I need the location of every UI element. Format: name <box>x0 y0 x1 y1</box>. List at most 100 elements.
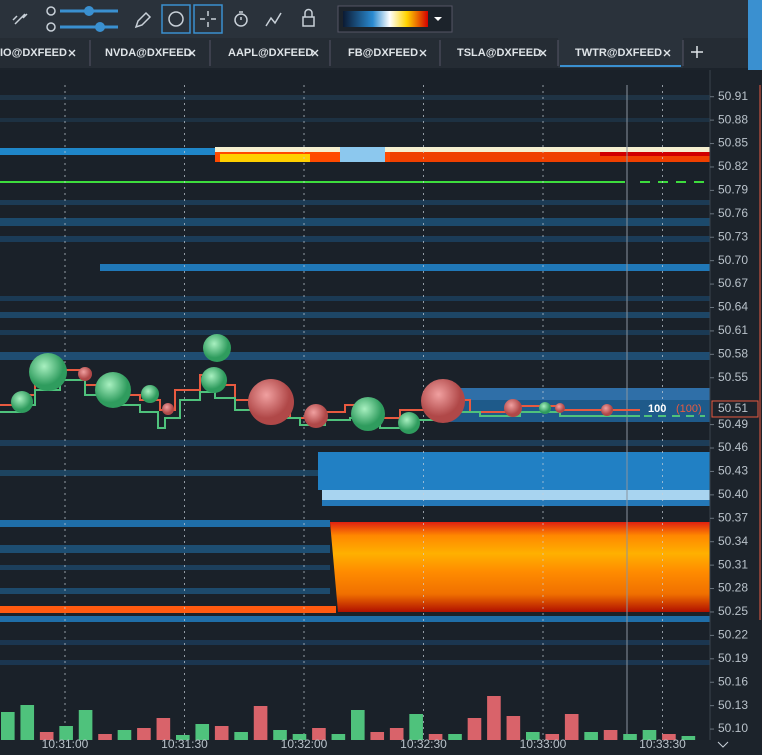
price-label: 50.22 <box>718 628 748 642</box>
tab-close[interactable] <box>663 49 671 57</box>
tab-close[interactable] <box>68 49 76 57</box>
price-label: 50.28 <box>718 581 748 595</box>
volume-bar <box>273 730 287 740</box>
volume-bar <box>1 712 15 740</box>
price-label: 50.40 <box>718 487 748 501</box>
time-label: 10:31:30 <box>161 737 208 750</box>
volume-bar <box>428 734 443 740</box>
lock-icon[interactable] <box>302 16 315 27</box>
order-book-heatmap <box>0 95 710 665</box>
time-label: 10:32:30 <box>400 737 447 750</box>
tab-close[interactable] <box>539 49 547 57</box>
time-axis <box>0 740 762 750</box>
tab-close[interactable] <box>311 49 319 57</box>
volume-bar <box>176 735 190 740</box>
current-price-box <box>711 400 759 418</box>
price-label: 50.61 <box>718 323 748 337</box>
price-label: 50.10 <box>718 721 748 735</box>
volume-bar <box>623 734 637 740</box>
pencil-icon[interactable] <box>134 11 152 29</box>
price-label: 50.85 <box>718 136 748 150</box>
dropdown-arrow <box>434 17 442 21</box>
link-icon[interactable] <box>12 13 28 25</box>
tab-close[interactable] <box>419 49 427 57</box>
volume-bar <box>20 705 35 740</box>
brightness-icon <box>46 6 56 16</box>
volume-bar <box>467 718 482 740</box>
volume-bar <box>78 710 93 740</box>
volume-bar <box>662 734 676 740</box>
time-label: 10:32:00 <box>281 737 328 750</box>
volume-bar <box>234 732 248 740</box>
volume-bar <box>681 736 696 740</box>
price-label: 50.73 <box>718 229 748 243</box>
tab-label[interactable]: TWTR@DXFEED <box>575 47 662 59</box>
tab-close[interactable] <box>188 49 196 57</box>
crosshair-button[interactable] <box>193 4 223 34</box>
price-label: 50.34 <box>718 534 748 548</box>
price-label: 50.16 <box>718 674 748 688</box>
volume-bar <box>351 710 365 740</box>
contrast-icon <box>46 22 56 32</box>
collapse-button[interactable] <box>717 741 729 748</box>
price-label: 50.79 <box>718 183 748 197</box>
chart-icon[interactable] <box>265 12 282 27</box>
volume-bar <box>292 734 307 740</box>
volume-bar <box>584 732 598 740</box>
volume-bar <box>389 728 404 740</box>
price-label: 50.82 <box>718 159 748 173</box>
volume-bar <box>98 734 112 740</box>
volume-bar <box>370 732 385 740</box>
last-trade-total: (100) <box>676 403 702 415</box>
price-label: 50.64 <box>718 300 748 314</box>
time-label: 10:33:30 <box>639 737 686 750</box>
tab-label[interactable]: TSLA@DXFEED <box>457 47 541 59</box>
price-label: 50.91 <box>718 89 748 103</box>
trade-bubbles <box>11 334 613 434</box>
volume-bar <box>137 728 151 740</box>
volume-bar <box>564 714 579 740</box>
current-price-label: 50.51 <box>718 401 748 415</box>
volume-bar <box>487 696 501 740</box>
volume-bar <box>603 730 618 740</box>
volume-bar <box>214 726 229 740</box>
price-label: 50.70 <box>718 253 748 267</box>
volume-bar <box>526 732 540 740</box>
price-label: 50.46 <box>718 440 748 454</box>
price-label: 50.31 <box>718 557 748 571</box>
volume-bar <box>545 734 560 740</box>
tab-label[interactable]: NVDA@DXFEED <box>105 47 192 59</box>
price-label: 50.55 <box>718 370 748 384</box>
price-label: 50.25 <box>718 604 748 618</box>
volume-bar <box>39 732 54 740</box>
tab-label[interactable]: IO@DXFEED <box>0 47 67 59</box>
toolbar-icons <box>12 4 315 34</box>
price-label: 50.13 <box>718 698 748 712</box>
volume-bar <box>253 706 268 740</box>
volume-bar <box>506 716 521 740</box>
volume-bar <box>59 726 73 740</box>
volume-bar <box>195 724 210 740</box>
tab-label[interactable]: AAPL@DXFEED <box>228 47 313 59</box>
volume-bar <box>312 728 326 740</box>
volume-bar <box>409 714 423 740</box>
price-label: 50.19 <box>718 651 748 665</box>
time-label: 10:31:00 <box>42 737 89 750</box>
price-label: 50.43 <box>718 464 748 478</box>
add-tab-button[interactable] <box>691 46 703 58</box>
price-label: 50.58 <box>718 347 748 361</box>
slider-knob[interactable] <box>95 22 105 32</box>
volume-bar <box>156 718 171 740</box>
active-tab[interactable] <box>558 38 683 68</box>
tab-label[interactable]: FB@DXFEED <box>348 47 418 59</box>
slider-knob[interactable] <box>84 6 94 16</box>
scroll-edge <box>748 0 762 70</box>
color-gradient <box>343 11 428 27</box>
timer-icon[interactable] <box>234 13 248 27</box>
time-label: 10:33:00 <box>520 737 567 750</box>
comment-button[interactable] <box>161 4 191 34</box>
volume-bar <box>642 730 657 740</box>
last-trade-size: 100 <box>648 403 666 415</box>
